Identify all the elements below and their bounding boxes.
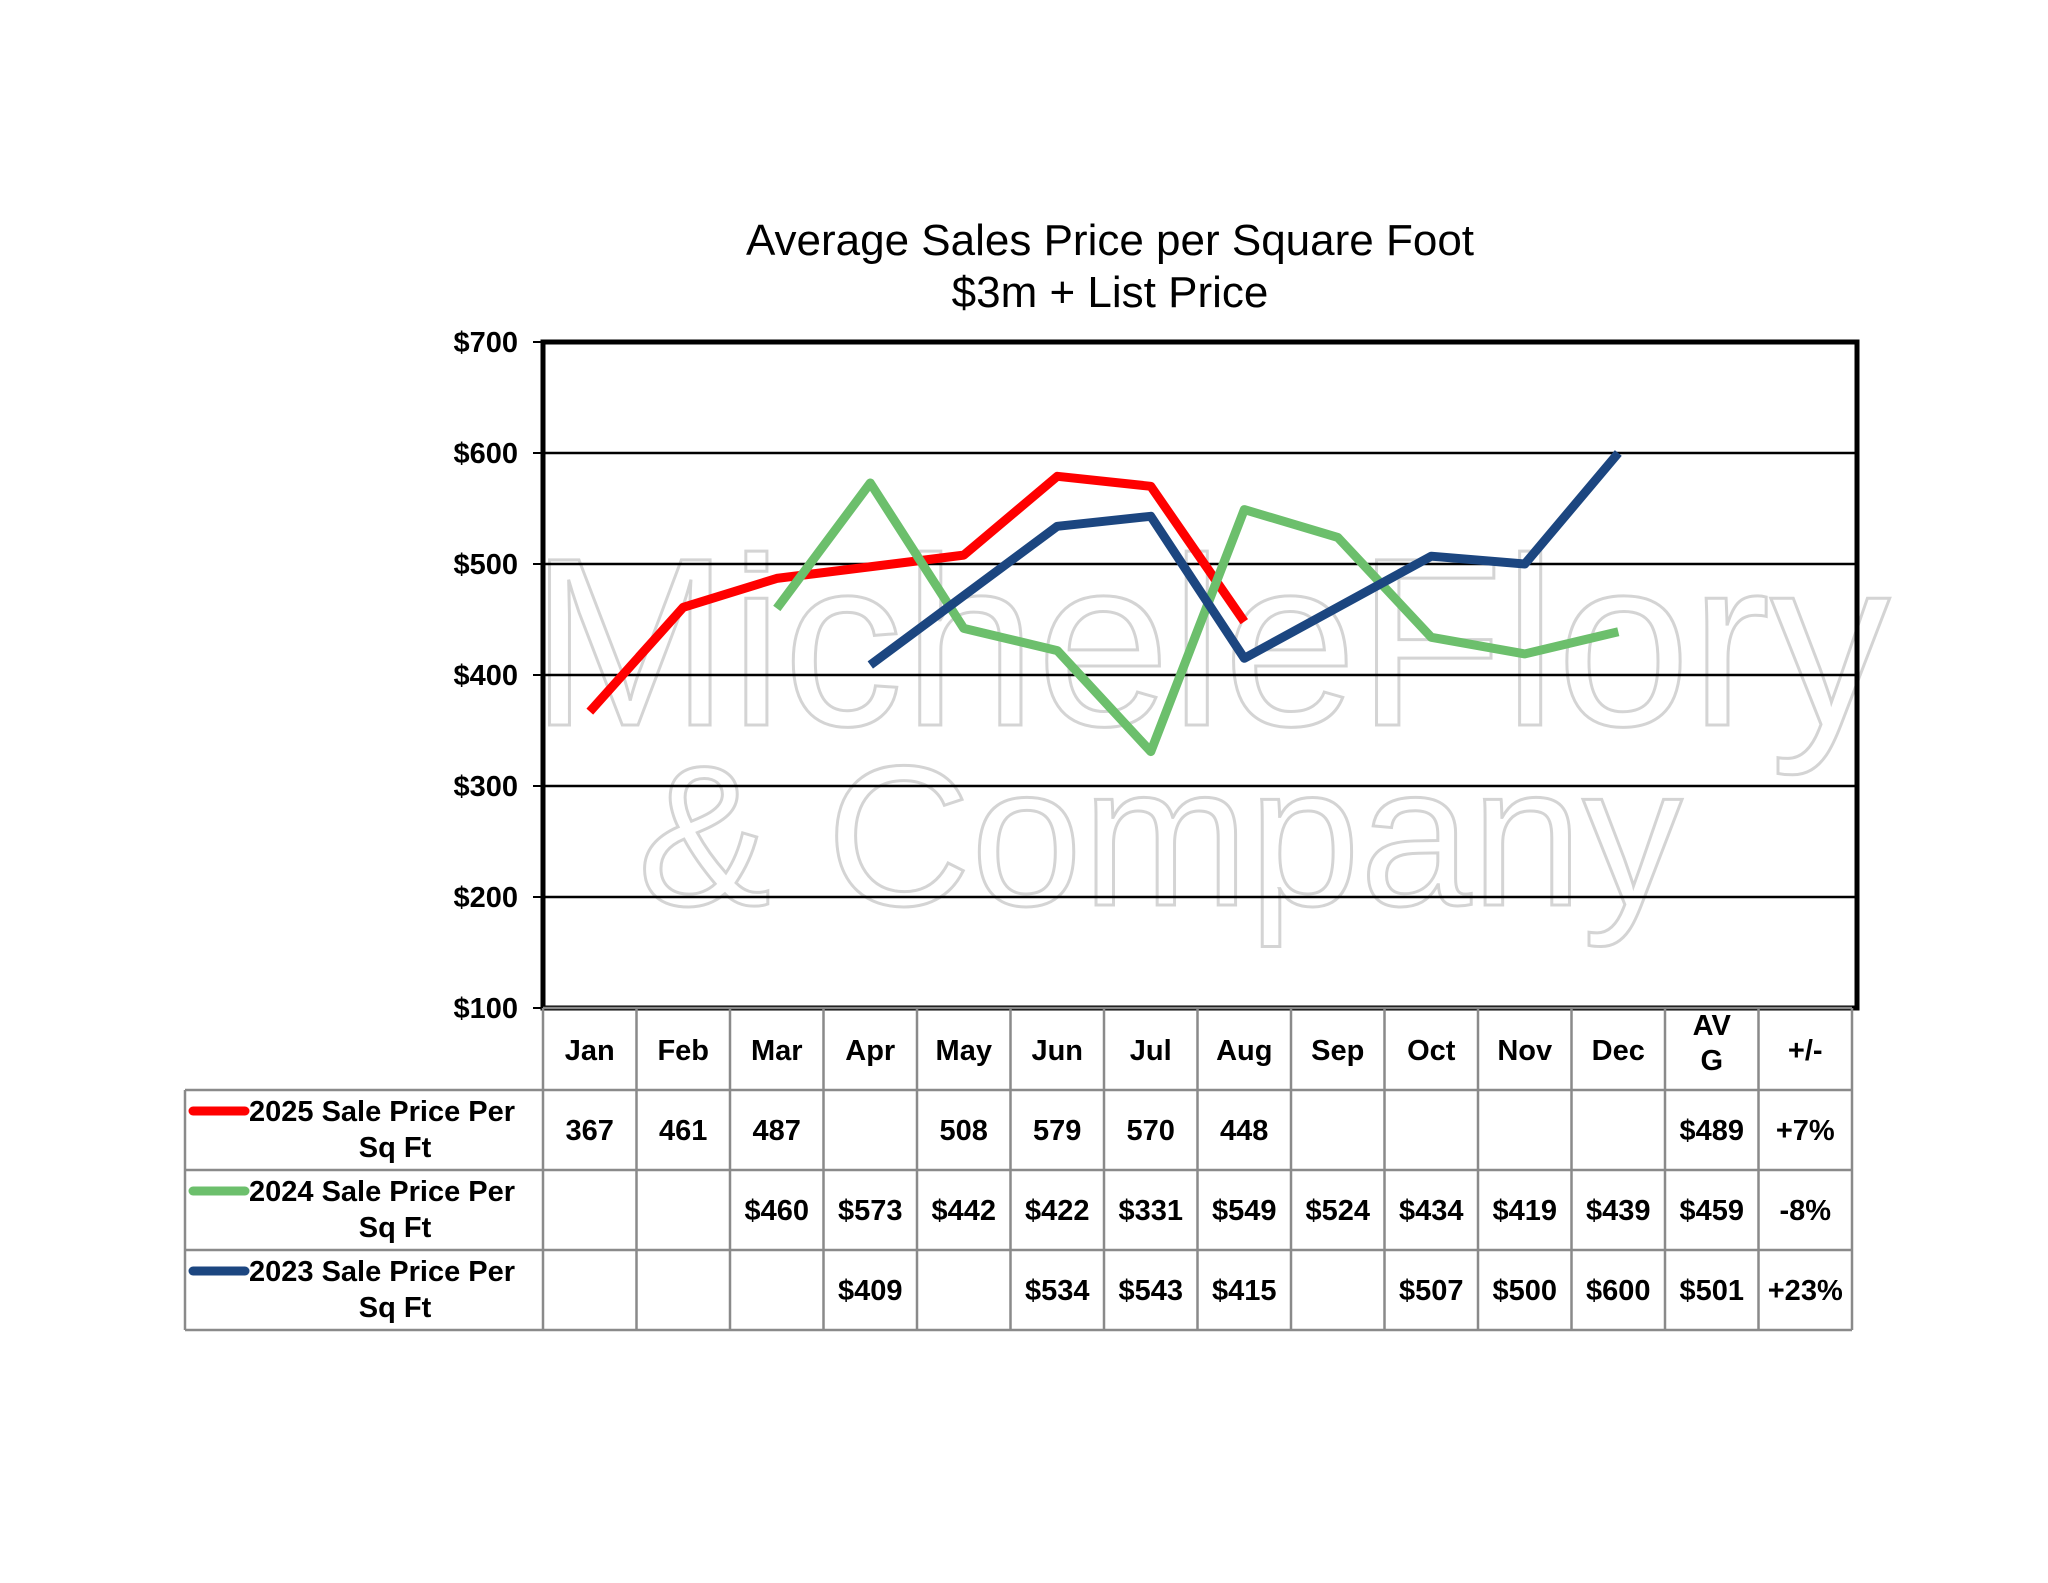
series-line-2 (773, 478, 1620, 757)
table-cell-value: 367 (566, 1115, 614, 1147)
data-table: Jan Feb Mar Apr May Jun Jul Aug Sep Oct Nov Dec AVG +… (183, 1006, 1854, 1332)
series-line-1 (586, 471, 1249, 715)
table-header-label: Oct (1407, 1035, 1456, 1067)
chart-subtitle: $3m + List Price (952, 268, 1269, 317)
ytick-label: $500 (453, 549, 518, 581)
table-cell-value: $439 (1586, 1195, 1651, 1227)
table-cell-value: $573 (838, 1195, 903, 1227)
legend-label-cont: Sq Ft (359, 1292, 432, 1324)
ytick-label: $100 (453, 993, 518, 1025)
table-cell-value: 448 (1220, 1115, 1268, 1147)
watermark-line-1: MicheleFlory (530, 508, 1890, 776)
legend-label-cont: Sq Ft (359, 1212, 432, 1244)
table-cell-value: $501 (1679, 1275, 1744, 1307)
table-header-label: Jul (1130, 1035, 1172, 1067)
ytick-label: $700 (453, 327, 518, 359)
table-cell-value: 461 (659, 1115, 707, 1147)
table-cell-value: $507 (1399, 1275, 1464, 1307)
table-cell-value: $524 (1305, 1195, 1370, 1227)
table-cell-value: $500 (1492, 1275, 1557, 1307)
series-lines (586, 450, 1622, 757)
table-header-label: Aug (1216, 1035, 1272, 1067)
table-cell-value: 508 (940, 1115, 988, 1147)
table-header-label-cont: G (1700, 1045, 1723, 1077)
table-cell-value: 579 (1033, 1115, 1081, 1147)
ytick-label: $400 (453, 660, 518, 692)
chart-title: Average Sales Price per Square Foot (746, 216, 1474, 265)
table-cell-value: $422 (1025, 1195, 1090, 1227)
table-cell-value: $489 (1679, 1115, 1744, 1147)
ytick-label: $300 (453, 771, 518, 803)
table-header-label: Sep (1311, 1035, 1364, 1067)
table-header-label: May (936, 1035, 992, 1067)
table-cell-value: +23% (1768, 1275, 1843, 1307)
table-cell-value: +7% (1776, 1115, 1835, 1147)
table-cell-value: $331 (1118, 1195, 1183, 1227)
table-cell-value: $459 (1679, 1195, 1744, 1227)
table-cell-value: 570 (1127, 1115, 1175, 1147)
table-cell-value: $543 (1118, 1275, 1183, 1307)
table-header-label: +/- (1788, 1035, 1823, 1067)
table-cell-value: 487 (753, 1115, 801, 1147)
table-cell-value: $549 (1212, 1195, 1277, 1227)
table-header-label: Jan (565, 1035, 615, 1067)
table-cell-value: $442 (931, 1195, 996, 1227)
table-cell-value: $434 (1399, 1195, 1464, 1227)
table-header-label: Dec (1592, 1035, 1645, 1067)
legend-label: 2023 Sale Price Per (249, 1256, 515, 1288)
table-cell-value: -8% (1779, 1195, 1831, 1227)
legend-label: 2025 Sale Price Per (249, 1096, 515, 1128)
table-header-label: Apr (845, 1035, 895, 1067)
table-cell-value: $460 (744, 1195, 809, 1227)
table-cell-value: $419 (1492, 1195, 1557, 1227)
table-cell-value: $600 (1586, 1275, 1651, 1307)
table-header-label: AV (1693, 1010, 1732, 1042)
legend-label: 2024 Sale Price Per (249, 1176, 515, 1208)
ytick-label: $600 (453, 438, 518, 470)
table-cell-value: $415 (1212, 1275, 1277, 1307)
table-cell-value: $409 (838, 1275, 903, 1307)
watermark: MicheleFlory & Company (528, 507, 1891, 950)
series-line-3 (867, 450, 1622, 669)
table-header-label: Mar (751, 1035, 803, 1067)
table-header-label: Nov (1497, 1035, 1552, 1067)
table-header-label: Jun (1031, 1035, 1083, 1067)
watermark-line-2: & Company (638, 725, 1683, 948)
legend-label-cont: Sq Ft (359, 1132, 432, 1164)
table-header-label: Feb (657, 1035, 709, 1067)
table-cell-value: $534 (1025, 1275, 1090, 1307)
ytick-label: $200 (453, 882, 518, 914)
